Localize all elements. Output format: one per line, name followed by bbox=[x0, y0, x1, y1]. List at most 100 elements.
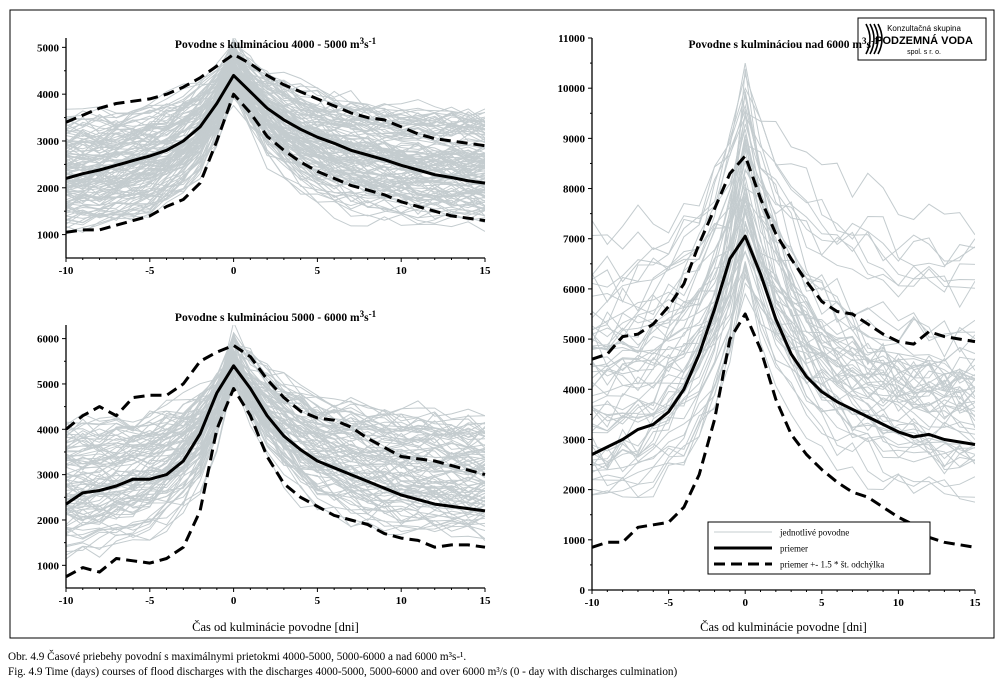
y-tick-label: 0 bbox=[580, 585, 586, 597]
individual-flood-line bbox=[66, 351, 485, 516]
individual-flood-line bbox=[66, 96, 485, 226]
x-tick-label: 5 bbox=[315, 595, 321, 607]
legend-label-individual: jednotlivé povodne bbox=[779, 528, 849, 538]
individual-flood-line bbox=[66, 45, 485, 161]
caption-slovak: Obr. 4.9 Časové priebehy povodní s maxim… bbox=[8, 651, 467, 663]
individual-floods bbox=[66, 38, 485, 233]
individual-flood-line bbox=[66, 357, 485, 505]
individual-flood-line bbox=[592, 268, 975, 503]
y-tick-label: 2000 bbox=[563, 485, 586, 497]
individual-flood-line bbox=[592, 211, 975, 417]
y-tick-label: 1000 bbox=[563, 535, 586, 547]
individual-flood-line bbox=[66, 359, 485, 497]
y-tick-label: 6000 bbox=[37, 334, 60, 346]
individual-flood-line bbox=[66, 46, 485, 136]
individual-flood-line bbox=[592, 63, 975, 414]
individual-flood-line bbox=[66, 379, 485, 532]
x-tick-label: 5 bbox=[819, 597, 825, 609]
chart-flood-5000-6000: 1000 2000 3000 4000 5000 6000 -10 -5 0 5 10 15 Povod… bbox=[37, 309, 491, 634]
individual-flood-line bbox=[592, 197, 975, 475]
x-tick-label: 15 bbox=[480, 595, 492, 607]
individual-flood-line bbox=[592, 204, 975, 465]
y-tick-label: 10000 bbox=[558, 83, 586, 95]
individual-flood-line bbox=[66, 54, 485, 210]
individual-flood-line bbox=[592, 103, 975, 371]
x-tick-label: -10 bbox=[59, 595, 74, 607]
y-tick-label: 4000 bbox=[563, 384, 586, 396]
chart-title-text: s bbox=[364, 39, 369, 51]
chart-title-text: Povodne s kulmináciou 4000 - 5000 m bbox=[175, 39, 360, 51]
individual-flood-line bbox=[66, 61, 485, 168]
chart-title-text: s bbox=[364, 312, 369, 324]
x-tick-label: 0 bbox=[231, 265, 237, 277]
logo-mark-icon bbox=[865, 23, 883, 55]
legend-label-mean: priemer bbox=[780, 544, 808, 554]
individual-flood-line bbox=[592, 111, 975, 470]
individual-floods bbox=[592, 63, 975, 503]
individual-flood-line bbox=[592, 87, 975, 344]
x-axis-label: Čas od kulminácie povodne [dni] bbox=[192, 620, 359, 634]
x-tick-label: 10 bbox=[396, 265, 408, 277]
individual-flood-line bbox=[592, 232, 975, 441]
y-tick-label: 5000 bbox=[563, 334, 586, 346]
x-tick-label: 10 bbox=[396, 595, 408, 607]
y-tick-label: 8000 bbox=[563, 184, 586, 196]
y-tick-label: 2000 bbox=[37, 183, 60, 195]
individual-flood-line bbox=[66, 84, 485, 224]
chart-flood-4000-5000: 1000 2000 3000 4000 5000 -10 -5 0 5 10 15 Povodne s… bbox=[37, 36, 491, 277]
x-tick-label: 5 bbox=[315, 265, 321, 277]
x-tick-label: -10 bbox=[59, 265, 74, 277]
y-tick-label: 4000 bbox=[37, 424, 60, 436]
individual-flood-line bbox=[592, 275, 975, 404]
individual-flood-line bbox=[66, 335, 485, 450]
individual-flood-line bbox=[66, 350, 485, 459]
series-lower-line bbox=[65, 92, 486, 234]
individual-flood-line bbox=[66, 48, 485, 209]
chart-title-superscript: -1 bbox=[369, 36, 377, 46]
chart-title: Povodne s kulmináciou nad 6000 m3s-1 bbox=[689, 36, 879, 51]
individual-flood-line bbox=[66, 371, 485, 539]
individual-flood-line bbox=[66, 370, 485, 518]
individual-flood-line bbox=[66, 78, 485, 166]
individual-flood-line bbox=[66, 348, 485, 520]
individual-flood-line bbox=[592, 250, 975, 488]
individual-flood-line bbox=[66, 379, 485, 500]
series-upper-line bbox=[65, 343, 486, 477]
x-tick-label: -5 bbox=[664, 597, 674, 609]
individual-flood-line bbox=[66, 367, 485, 494]
logo-line3: spol. s r. o. bbox=[907, 49, 941, 56]
chart-title-superscript: 3 bbox=[360, 309, 365, 319]
chart-title-text: s bbox=[867, 39, 872, 51]
y-tick-label: 1000 bbox=[37, 230, 60, 242]
individual-flood-line bbox=[592, 91, 975, 368]
series-mean-line bbox=[65, 73, 486, 185]
series-mean-line bbox=[65, 364, 486, 513]
y-tick-label: 4000 bbox=[37, 89, 60, 101]
individual-flood-line bbox=[592, 144, 975, 349]
x-tick-label: 0 bbox=[231, 595, 237, 607]
logo-line2: PODZEMNÁ VODA bbox=[875, 34, 973, 47]
individual-flood-line bbox=[66, 353, 485, 523]
series-mean-line bbox=[591, 234, 976, 456]
individual-flood-line bbox=[592, 73, 975, 304]
individual-flood-line bbox=[592, 129, 975, 398]
individual-flood-line bbox=[592, 194, 975, 409]
individual-flood-line bbox=[592, 181, 975, 391]
individual-flood-line bbox=[66, 357, 485, 466]
y-tick-label: 5000 bbox=[37, 42, 60, 54]
individual-flood-line bbox=[66, 43, 485, 164]
series-upper-line bbox=[65, 52, 486, 148]
individual-flood-line bbox=[592, 208, 975, 498]
individual-flood-line bbox=[66, 93, 485, 216]
y-tick-label: 9000 bbox=[563, 133, 586, 145]
x-tick-label: 0 bbox=[742, 597, 748, 609]
chart-title-text: Povodne s kulmináciou 5000 - 6000 m bbox=[175, 312, 360, 324]
legend: jednotlivé povodne priemer priemer +- 1.5 … bbox=[707, 521, 931, 575]
y-tick-label: 1000 bbox=[37, 560, 60, 572]
y-tick-label: 3000 bbox=[37, 136, 60, 148]
chart-title-superscript: 3 bbox=[862, 36, 867, 46]
individual-flood-line bbox=[592, 170, 975, 392]
individual-flood-line bbox=[592, 92, 975, 432]
individual-flood-line bbox=[592, 134, 975, 428]
